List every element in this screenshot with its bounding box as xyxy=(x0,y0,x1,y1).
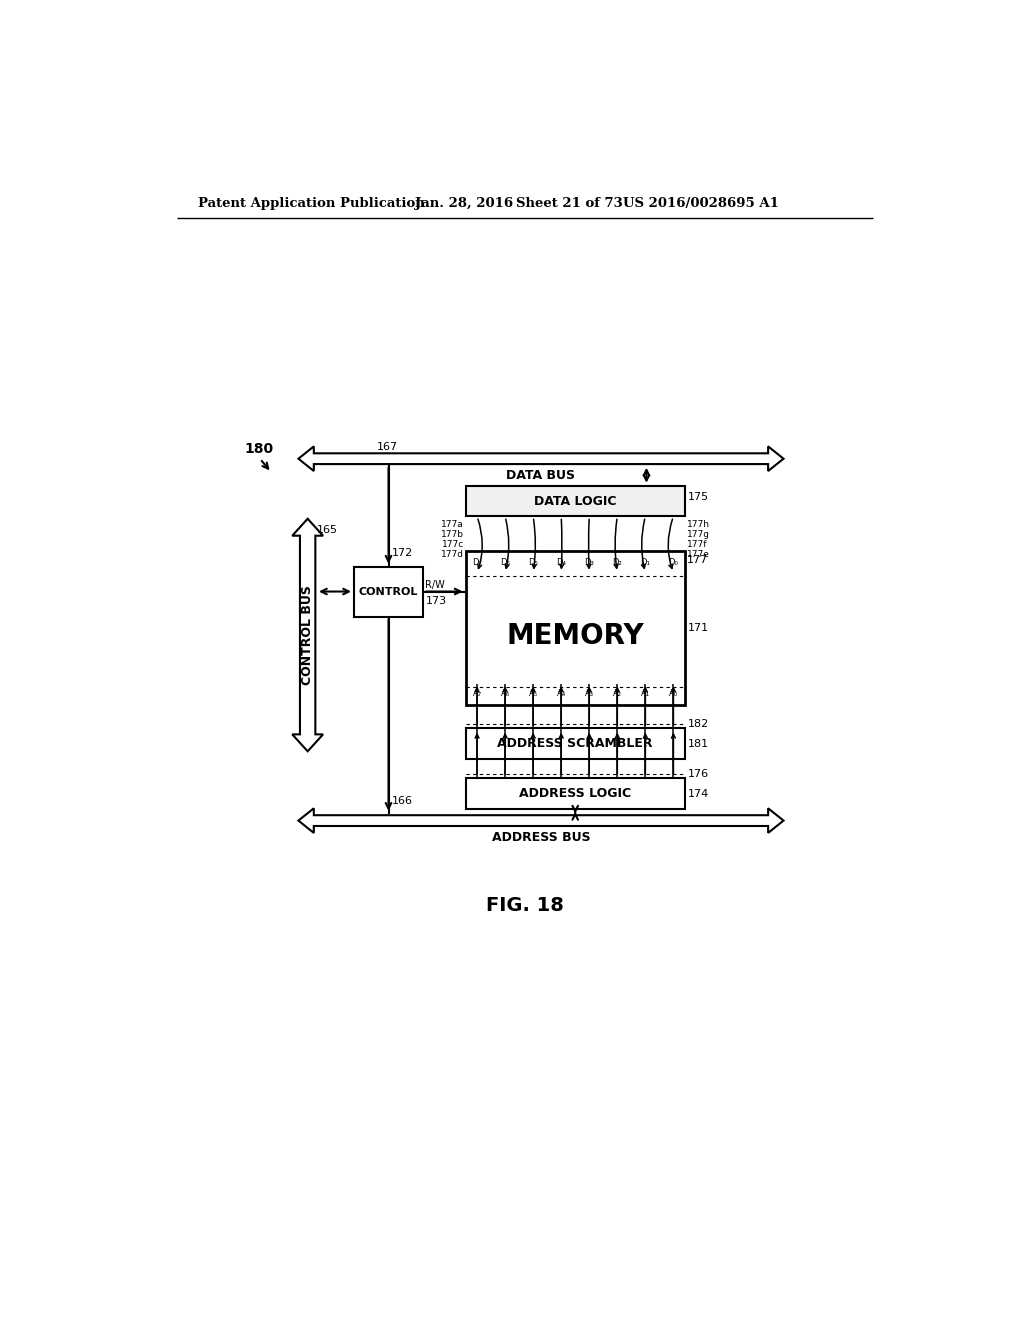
Text: D₂: D₂ xyxy=(612,558,623,568)
Text: 177d: 177d xyxy=(441,549,464,558)
Text: DATA LOGIC: DATA LOGIC xyxy=(534,495,616,508)
Text: A₃: A₃ xyxy=(585,689,594,698)
Text: D₄: D₄ xyxy=(556,558,566,568)
Text: 177g: 177g xyxy=(686,529,710,539)
Text: 177f: 177f xyxy=(686,540,707,549)
Text: D₃: D₃ xyxy=(585,558,594,568)
Polygon shape xyxy=(298,808,783,833)
Text: A₅: A₅ xyxy=(528,689,538,698)
Text: 177b: 177b xyxy=(441,529,464,539)
Text: D₀: D₀ xyxy=(669,558,678,568)
Text: FIG. 18: FIG. 18 xyxy=(485,896,564,915)
Bar xyxy=(466,552,685,705)
Text: A₇: A₇ xyxy=(472,689,481,698)
Text: 176: 176 xyxy=(688,770,710,779)
Text: 173: 173 xyxy=(425,595,446,606)
Bar xyxy=(466,729,685,759)
Text: ADDRESS BUS: ADDRESS BUS xyxy=(492,832,590,843)
Bar xyxy=(354,566,423,616)
Text: D₆: D₆ xyxy=(500,558,510,568)
Text: CONTROL: CONTROL xyxy=(358,586,418,597)
Text: Sheet 21 of 73: Sheet 21 of 73 xyxy=(515,197,623,210)
Text: A₀: A₀ xyxy=(669,689,678,698)
Text: 172: 172 xyxy=(391,548,413,557)
Text: 177c: 177c xyxy=(441,540,464,549)
Text: 174: 174 xyxy=(688,788,710,799)
Text: 171: 171 xyxy=(688,623,710,634)
Text: 182: 182 xyxy=(688,719,710,730)
Text: CONTROL BUS: CONTROL BUS xyxy=(301,585,314,685)
Bar xyxy=(466,779,685,809)
Text: D₁: D₁ xyxy=(640,558,650,568)
Polygon shape xyxy=(292,519,323,751)
Text: 177h: 177h xyxy=(686,520,710,528)
Text: A₁: A₁ xyxy=(641,689,650,698)
Text: Patent Application Publication: Patent Application Publication xyxy=(199,197,425,210)
Text: A₂: A₂ xyxy=(612,689,622,698)
Text: 180: 180 xyxy=(245,442,273,457)
Text: Jan. 28, 2016: Jan. 28, 2016 xyxy=(416,197,514,210)
Text: 177: 177 xyxy=(686,554,708,565)
Text: ADDRESS SCRAMBLER: ADDRESS SCRAMBLER xyxy=(498,737,653,750)
Text: DATA BUS: DATA BUS xyxy=(507,469,575,482)
Text: ADDRESS LOGIC: ADDRESS LOGIC xyxy=(519,787,632,800)
Bar xyxy=(466,486,685,516)
Text: A₄: A₄ xyxy=(557,689,566,698)
Text: 177a: 177a xyxy=(441,520,464,528)
Polygon shape xyxy=(298,446,783,471)
Text: A₆: A₆ xyxy=(501,689,510,698)
Text: D₅: D₅ xyxy=(528,558,538,568)
Text: R/W: R/W xyxy=(425,579,445,590)
Text: 181: 181 xyxy=(688,739,710,748)
Text: 177e: 177e xyxy=(686,549,710,558)
Text: 165: 165 xyxy=(316,525,338,536)
Text: 167: 167 xyxy=(377,442,398,453)
Text: MEMORY: MEMORY xyxy=(506,622,644,649)
Text: D₇: D₇ xyxy=(472,558,482,568)
Text: 175: 175 xyxy=(688,492,710,502)
Text: 166: 166 xyxy=(391,796,413,807)
Text: US 2016/0028695 A1: US 2016/0028695 A1 xyxy=(624,197,779,210)
